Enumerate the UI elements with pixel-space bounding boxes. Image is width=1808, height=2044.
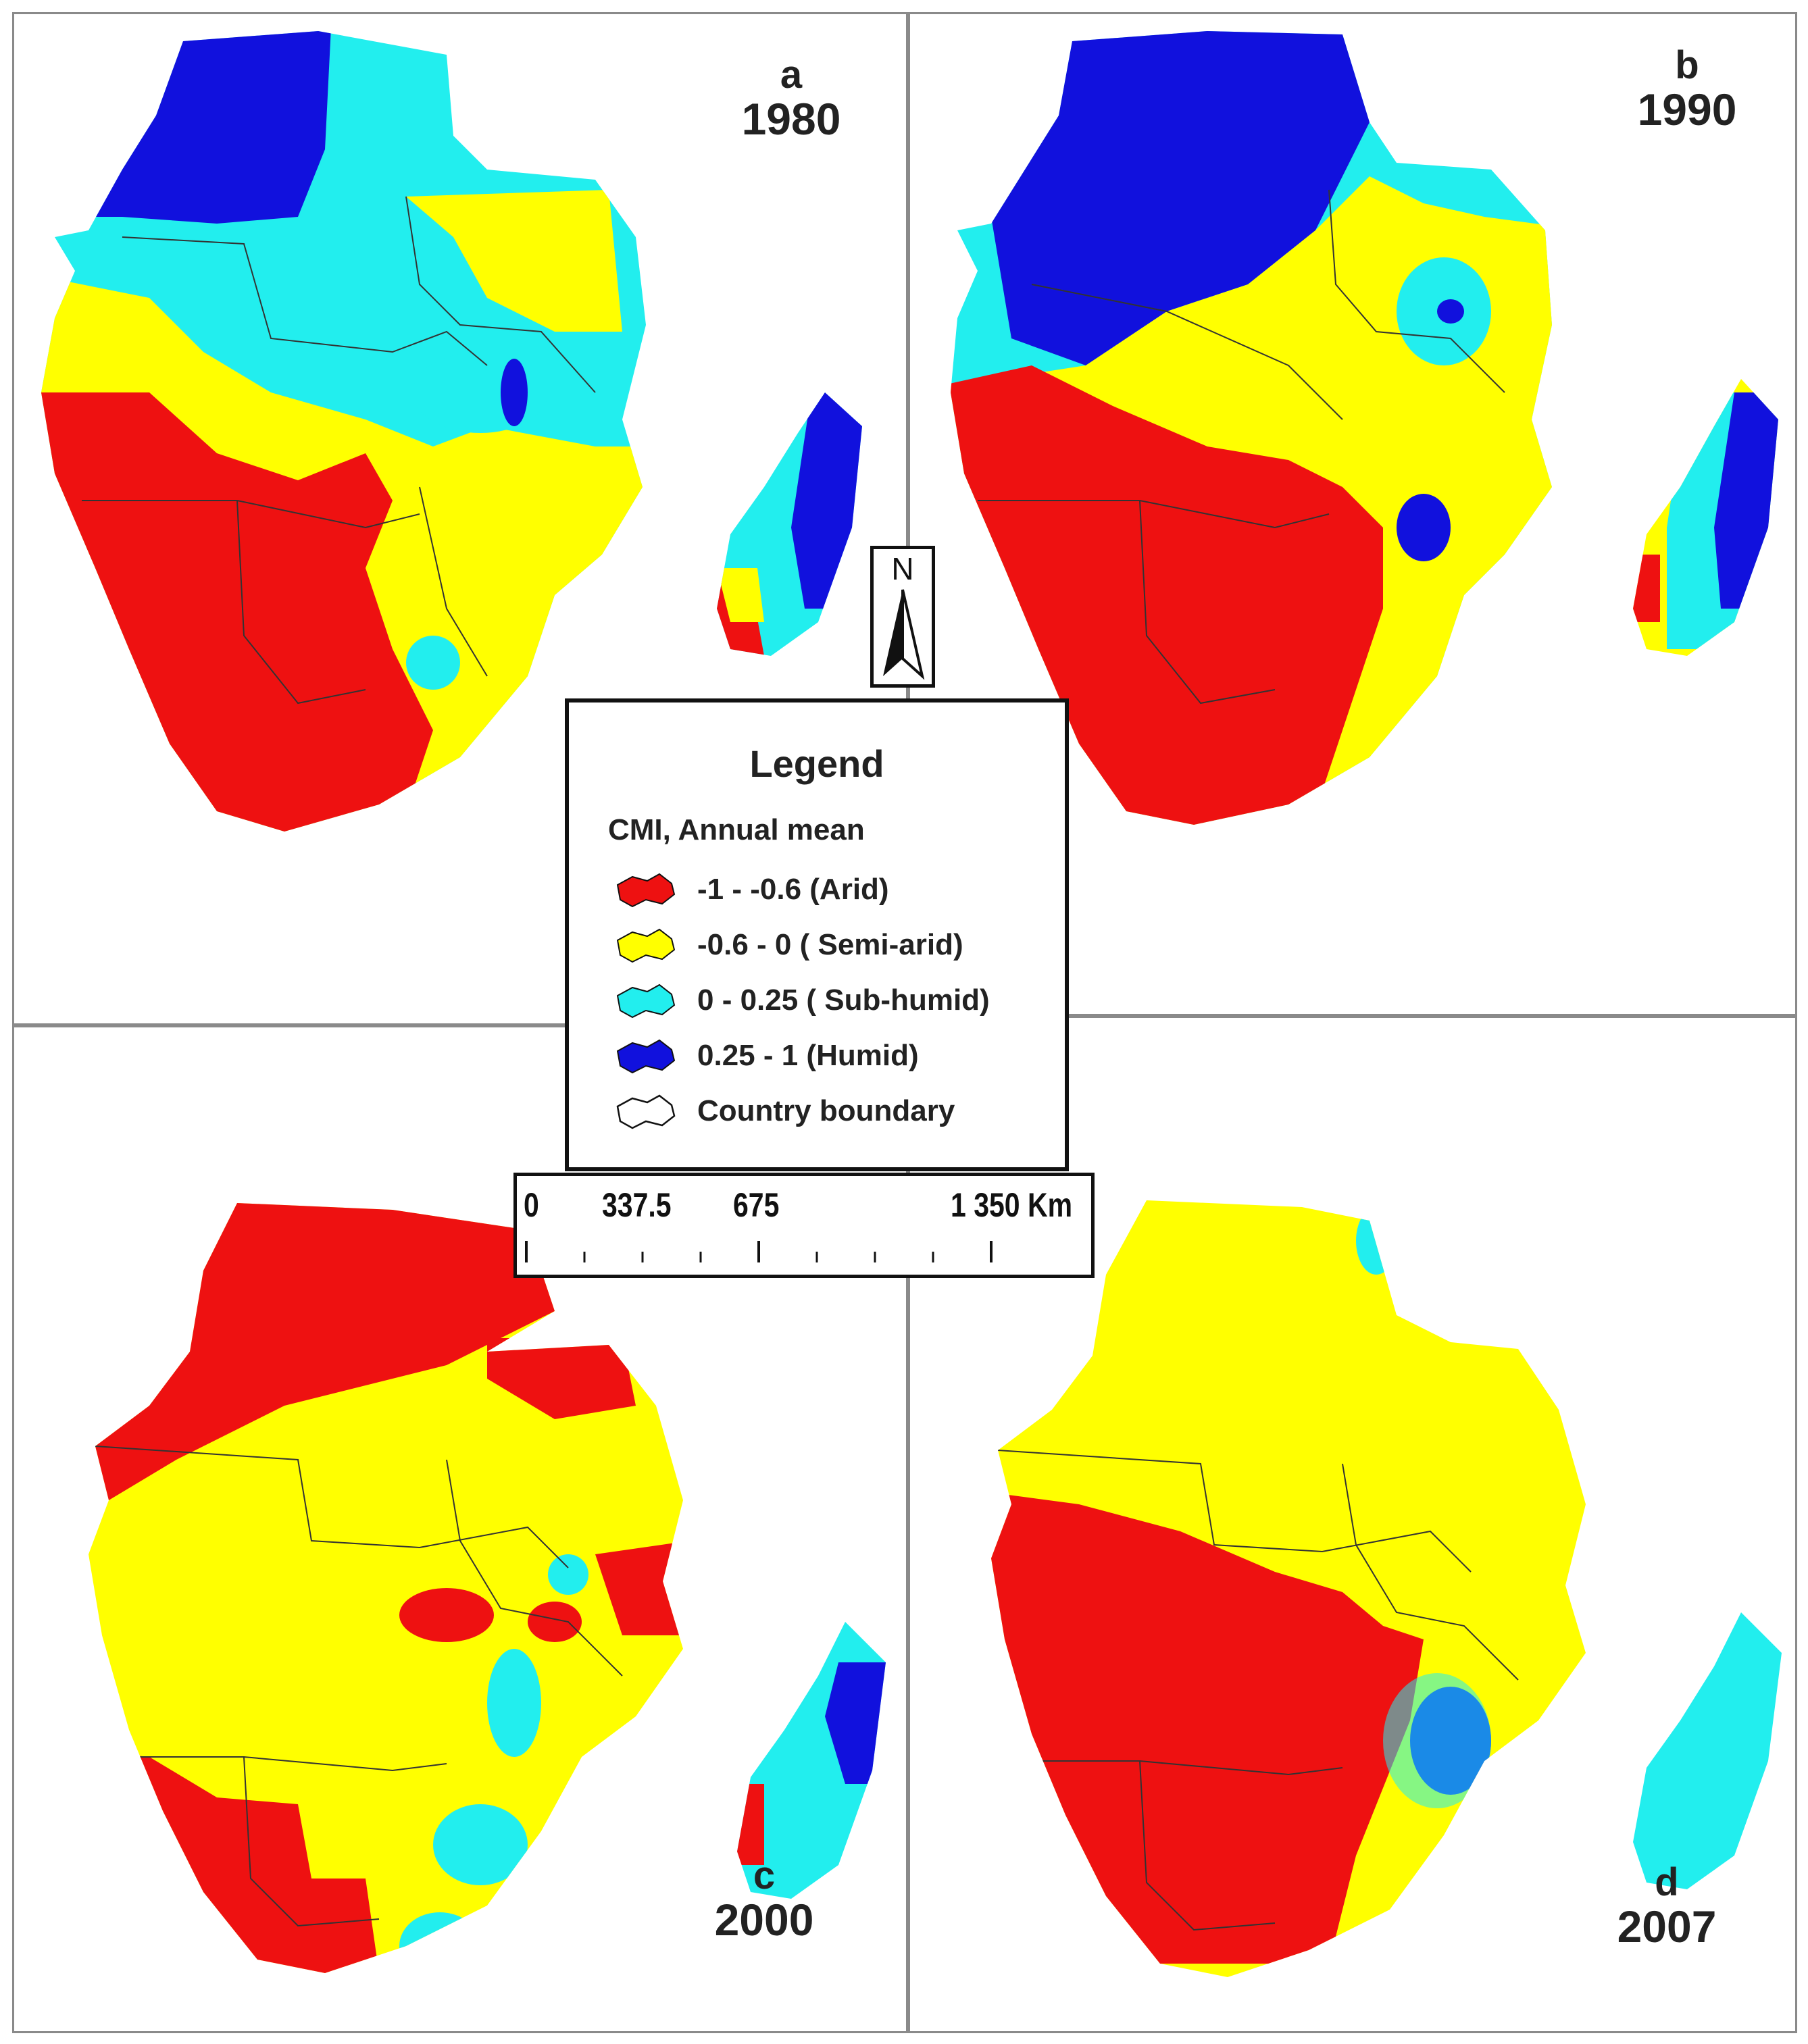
panel-letter: d [1655,1860,1679,1904]
legend-label: 0.25 - 1 (Humid) [697,1039,919,1072]
panel-year: 2007 [1617,1901,1717,1951]
legend-label: -1 - -0.6 (Arid) [697,873,889,906]
panel-letter: b [1675,43,1699,87]
scale-ticks [525,1241,993,1262]
legend-label: -0.6 - 0 ( Semi-arid) [697,928,963,961]
sub-humid-swatch-icon [616,983,676,1019]
map-panel-a: a 1980 [12,12,908,1025]
panel-letter: a [780,53,803,97]
map-panel-d: d 2007 [908,1016,1797,2033]
map-panel-c: c 2000 [12,1025,908,2033]
panel-a-label: a 1980 [717,53,865,144]
panel-year: 2000 [714,1894,814,1945]
legend-subtitle: CMI, Annual mean [608,813,865,846]
panel-year: 1990 [1637,84,1737,134]
map-c [89,1203,886,1973]
map-d [991,1200,1782,1977]
scale-label-0: 0 [524,1186,539,1224]
legend: Legend CMI, Annual mean -1 - -0.6 (Arid)… [565,698,1069,1171]
panel-b-label: b 1990 [1613,45,1761,133]
map-a [41,31,862,832]
north-arrow-icon [883,589,925,680]
scale-bar: 0 337.5 675 1 350 Km [513,1173,1095,1278]
map-b [951,31,1778,825]
humid-swatch-icon [616,1039,676,1074]
legend-title: Legend [749,742,884,785]
north-label: N [891,551,914,586]
north-arrow: N [870,546,935,688]
semi-arid-swatch-icon [616,928,676,963]
panel-letter: c [753,1854,776,1897]
legend-label: 0 - 0.25 ( Sub-humid) [697,983,990,1017]
panel-year: 1980 [741,93,841,144]
scale-label-1350: 1 350 Km [951,1186,1073,1224]
scale-label-675: 675 [733,1186,780,1224]
boundary-swatch-icon [616,1094,676,1129]
scale-label-337: 337.5 [602,1186,672,1224]
arid-swatch-icon [616,873,676,908]
panel-d-label: d 2007 [1592,1862,1741,1950]
map-panel-b: b 1990 [908,12,1797,1016]
panel-c-label: c 2000 [690,1854,838,1945]
legend-label: Country boundary [697,1094,955,1127]
